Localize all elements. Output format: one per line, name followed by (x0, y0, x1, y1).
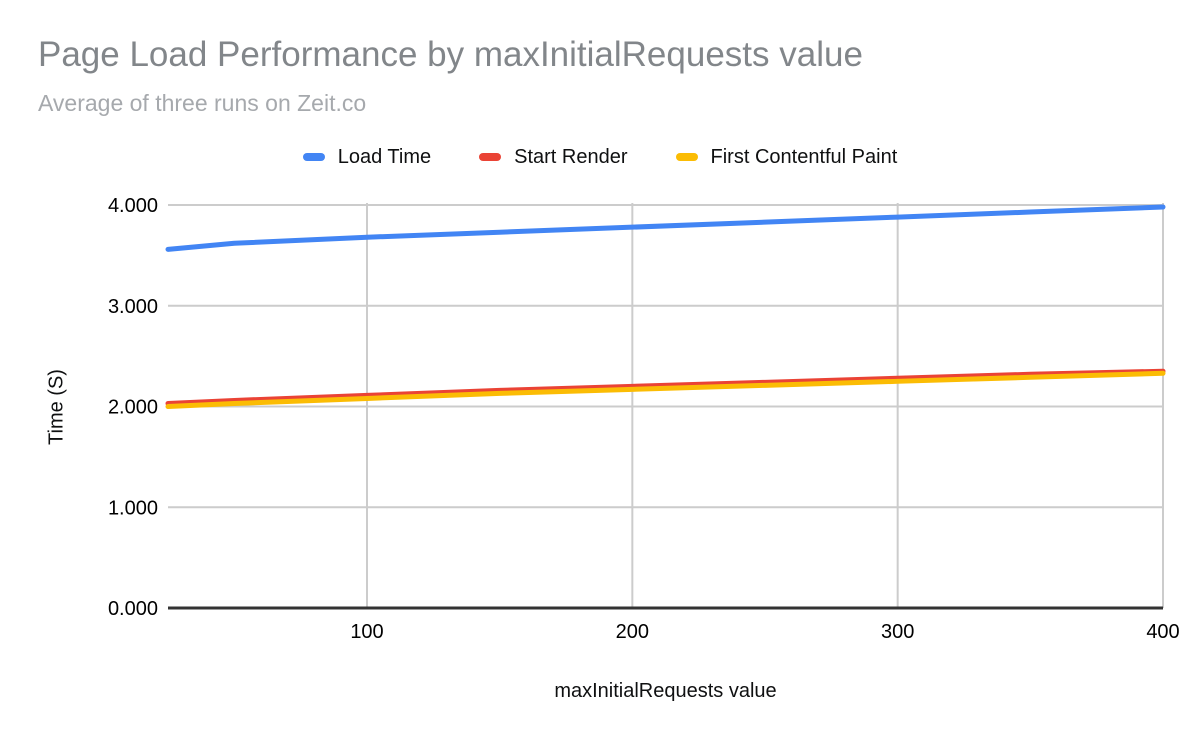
legend-swatch-icon (675, 153, 698, 161)
y-tick-label: 3.000 (108, 296, 158, 318)
x-axis-title: maxInitialRequests value (554, 680, 777, 702)
x-tick-label: 400 (1146, 621, 1179, 643)
legend-item: Start Render (479, 145, 628, 169)
y-tick-label: 1.000 (108, 497, 158, 519)
legend-swatch-icon (479, 153, 502, 161)
x-tick-label: 100 (350, 621, 383, 643)
x-tick-label: 200 (616, 621, 649, 643)
legend-swatch-icon (302, 153, 325, 161)
legend-label: Start Render (514, 145, 628, 168)
legend-item: Load Time (302, 145, 432, 169)
chart-subtitle: Average of three runs on Zeit.co (38, 90, 367, 116)
y-tick-label: 0.000 (108, 598, 158, 620)
x-tick-label: 300 (881, 621, 914, 643)
chart-legend: Load Time Start Render First Contentful Pa… (0, 144, 1200, 170)
series-line-load-time (165, 204, 1166, 252)
y-tick-label: 2.000 (108, 397, 158, 419)
y-axis-title: Time (S) (45, 369, 68, 445)
legend-label: First Contentful Paint (710, 145, 898, 168)
series-line-first-contentful-paint (165, 370, 1166, 409)
y-tick-label: 4.000 (108, 195, 158, 217)
chart-title: Page Load Performance by maxInitialReque… (38, 35, 863, 74)
series-line-start-render (165, 368, 1166, 406)
legend-item: First Contentful Paint (675, 145, 898, 169)
legend-label: Load Time (337, 145, 432, 168)
